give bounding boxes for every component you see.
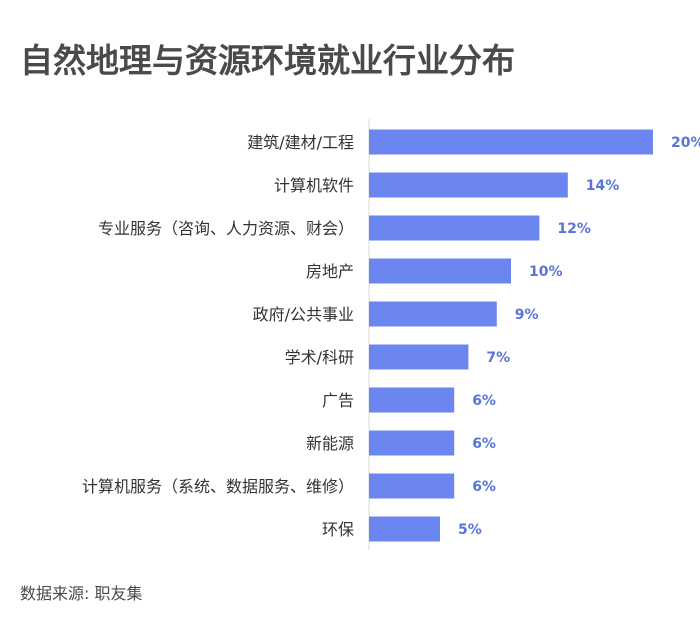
bar: [369, 172, 568, 198]
category-label: 建筑/建材/工程: [247, 133, 354, 152]
data-label: 9%: [515, 307, 539, 323]
data-label: 6%: [472, 393, 496, 409]
bar: [369, 215, 540, 241]
data-label: 5%: [458, 522, 482, 538]
category-label: 新能源: [306, 434, 354, 453]
data-label: 12%: [557, 221, 591, 237]
bar: [369, 430, 455, 456]
category-label: 广告: [322, 391, 354, 410]
data-label: 6%: [472, 436, 496, 452]
category-label: 计算机软件: [274, 176, 354, 195]
category-label: 学术/科研: [285, 348, 354, 367]
bar: [369, 129, 653, 155]
category-label: 专业服务（咨询、人力资源、财会）: [98, 219, 354, 238]
bar: [369, 301, 497, 327]
data-label: 10%: [529, 264, 563, 280]
category-label: 计算机服务（系统、数据服务、维修）: [82, 477, 354, 496]
category-label: 房地产: [306, 262, 354, 281]
data-label: 7%: [486, 350, 510, 366]
source-note: 数据来源: 职友集: [20, 584, 143, 603]
category-label: 政府/公共事业: [253, 305, 354, 324]
data-label: 20%: [671, 135, 700, 151]
bar: [369, 516, 440, 542]
bar: [369, 344, 469, 370]
bar: [369, 387, 455, 413]
category-label: 环保: [322, 520, 354, 539]
bar: [369, 258, 511, 284]
bar: [369, 473, 455, 499]
chart-title: 自然地理与资源环境就业行业分布: [20, 41, 515, 80]
data-label: 6%: [472, 479, 496, 495]
data-label: 14%: [586, 178, 620, 194]
